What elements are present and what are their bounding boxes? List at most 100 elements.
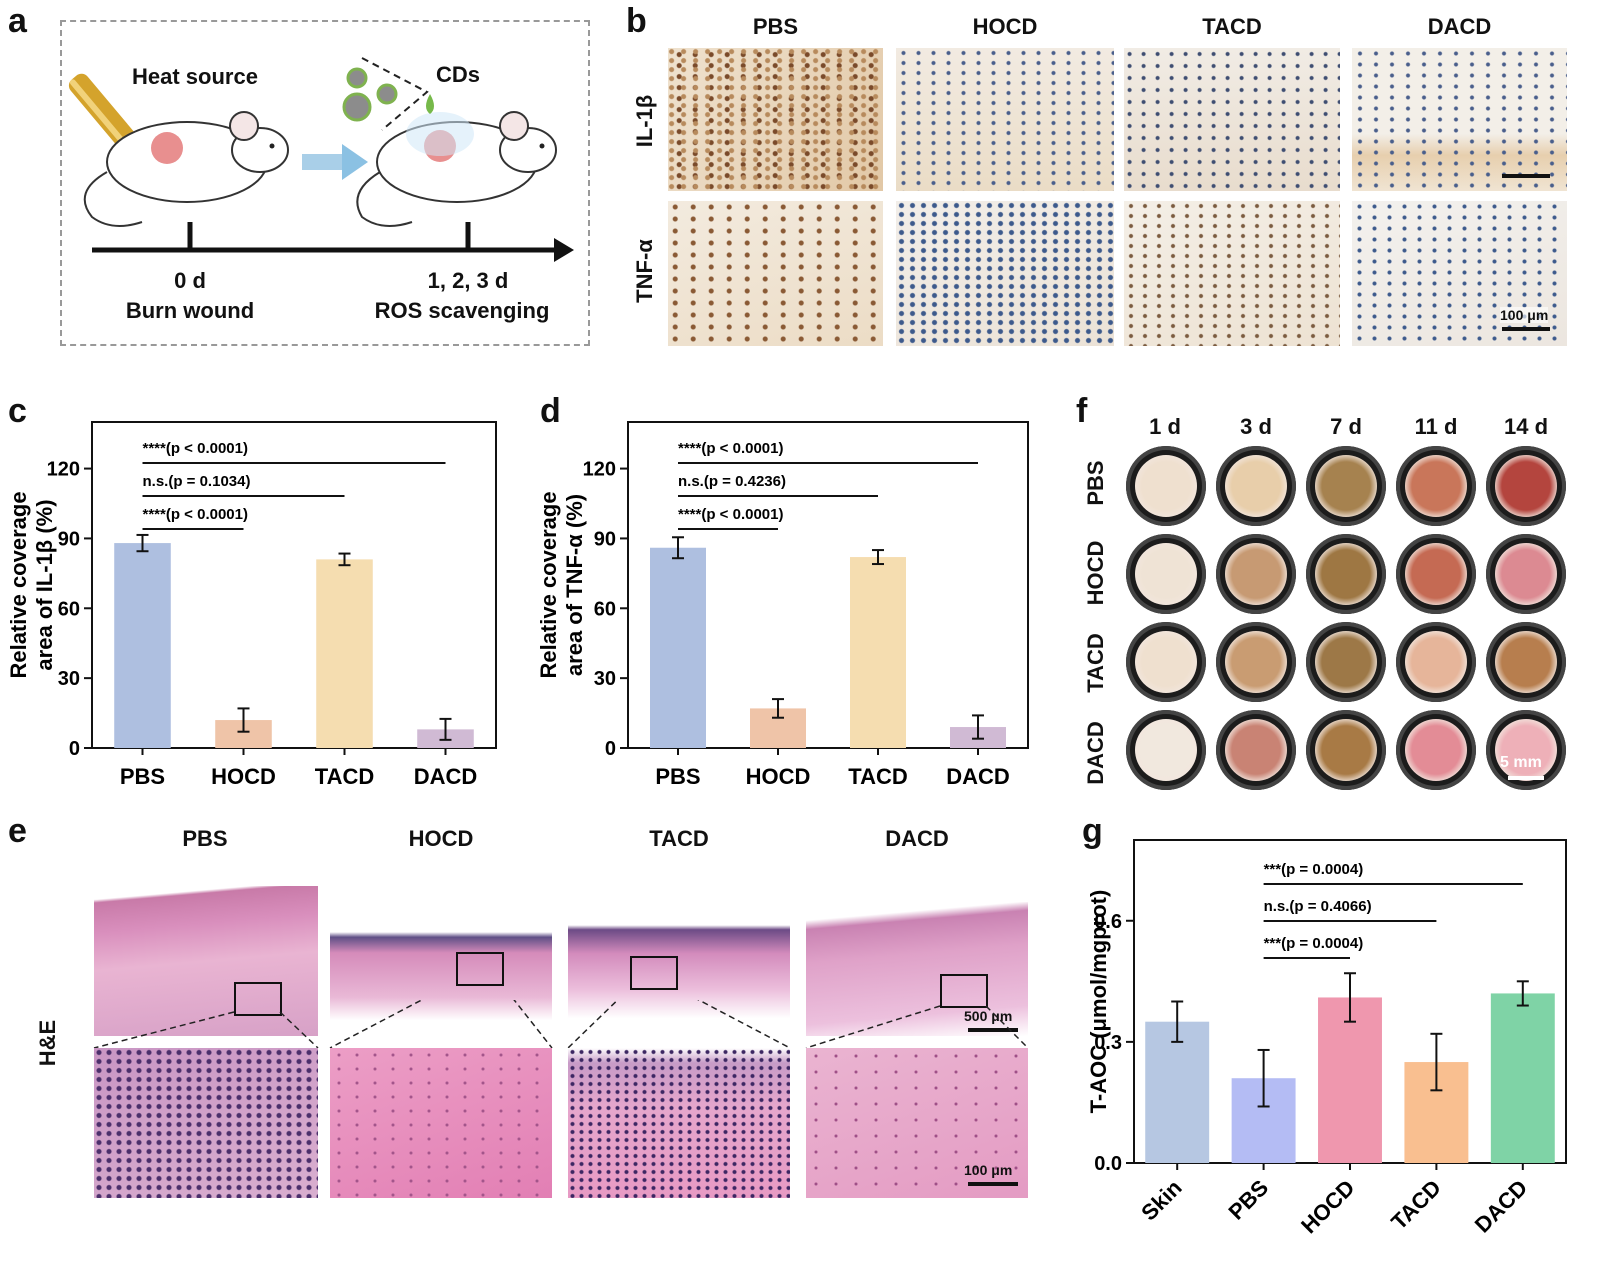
plot-frame — [91, 421, 497, 749]
y-tick-label: 90 — [58, 528, 80, 550]
ihc-il1b-tacd — [1124, 48, 1340, 191]
b-col-header-0: PBS — [752, 14, 799, 39]
cds-label: CDs — [436, 62, 481, 87]
chart-c: 0 30 60 90 120 PBS HOCD TACD DACD ****(p < 0.0001… — [6, 421, 497, 789]
y-axis-label-line2: area of TNF-α (%) — [562, 494, 587, 676]
x-tick-label: PBS — [655, 764, 700, 789]
f-row-label-0: PBS — [1083, 460, 1108, 506]
significance-label: ****(p < 0.0001) — [143, 506, 248, 523]
f-scale-bar-label: 5 mm — [1500, 754, 1542, 771]
wound-photo-r1-c3 — [1396, 534, 1476, 614]
ihc-il1b-pbs — [668, 48, 883, 191]
bar-TACD — [850, 557, 906, 748]
he-zoom-hocd — [330, 1048, 552, 1198]
b-scale-bar-label: 100 μm — [1500, 307, 1549, 323]
wound-photo-r2-c3 — [1396, 622, 1476, 702]
timepoint-0d-desc: Burn wound — [125, 298, 255, 323]
x-tick-label: PBS — [120, 764, 165, 789]
e-col-header-2: TACD — [649, 826, 709, 851]
ihc-il1b-hocd — [896, 48, 1114, 191]
wound-photo-r0-c2 — [1306, 446, 1386, 526]
ihc-tnfa-hocd — [896, 201, 1114, 346]
x-tick-label: DACD — [946, 764, 1010, 789]
f-col-header-4: 14 d — [1503, 414, 1549, 439]
f-row-label-3: DACD — [1083, 721, 1108, 785]
chart-g: 0.0 0.3 0.6 Skin PBS HOCD TACD DACD ***(p = 0.00… — [1086, 839, 1567, 1238]
significance-label: ***(p = 0.0004) — [1264, 861, 1364, 878]
x-tick-label: Skin — [1136, 1175, 1187, 1226]
f-scale-bar — [1508, 776, 1544, 780]
e-scale-top-label: 500 μm — [964, 1008, 1013, 1024]
ihc-tnfa-pbs — [668, 201, 883, 346]
y-tick-label: 30 — [58, 668, 80, 690]
wound-photo-r3-c3 — [1396, 710, 1476, 790]
wound-photo-r0-c1 — [1216, 446, 1296, 526]
y-axis-label-line1: Relative coverage — [536, 491, 561, 678]
wound-photo-r0-c4 — [1486, 446, 1566, 526]
f-row-label-2: TACD — [1083, 633, 1108, 693]
x-tick-label: TACD — [848, 764, 907, 789]
y-tick-label: 0 — [69, 738, 80, 760]
e-col-header-0: PBS — [182, 826, 228, 851]
he-overview-pbs — [94, 886, 318, 1036]
x-tick-label: TACD — [315, 764, 374, 789]
x-tick-label: TACD — [1386, 1175, 1446, 1235]
wound-photo-r0-c3 — [1396, 446, 1476, 526]
e-row-label: H&E — [35, 1019, 60, 1067]
ihc-il1b-dacd — [1352, 48, 1567, 191]
y-tick-label: 30 — [594, 668, 616, 690]
transition-arrow-icon — [302, 144, 368, 180]
significance-label: ****(p < 0.0001) — [678, 440, 783, 457]
b-col-header-1: HOCD — [972, 14, 1038, 39]
y-tick-label: 120 — [583, 459, 616, 481]
carbon-dots-icon — [342, 57, 434, 131]
bar-DACD — [1490, 993, 1555, 1163]
bar-TACD — [316, 559, 373, 748]
wound-photo-r2-c4 — [1486, 622, 1566, 702]
b-col-header-3: DACD — [1427, 14, 1492, 39]
wound-photo-r1-c0 — [1126, 534, 1206, 614]
ihc-tnfa-tacd — [1124, 201, 1340, 346]
bar-Skin — [1145, 1021, 1210, 1163]
wound-photo-r2-c1 — [1216, 622, 1296, 702]
panel-letter-f: f — [1076, 392, 1088, 430]
he-zoom-pbs — [94, 1048, 318, 1198]
f-col-header-3: 11 d — [1414, 414, 1458, 439]
b-scale-bar — [1502, 327, 1550, 331]
panel-letter-c: c — [8, 392, 27, 430]
x-tick-label: DACD — [414, 764, 478, 789]
heat-source-label: Heat source — [132, 64, 258, 89]
e-scale-bottom-label: 100 μm — [964, 1162, 1013, 1178]
x-tick-label: HOCD — [746, 764, 811, 789]
y-tick-label: 0.6 — [1094, 911, 1122, 933]
significance-label: n.s.(p = 0.4236) — [678, 473, 786, 490]
e-col-header-3: DACD — [885, 826, 949, 851]
significance-label: ****(p < 0.0001) — [678, 506, 783, 523]
bar-PBS — [650, 547, 706, 748]
y-axis-label: T-AOC (μmol/mgprot) — [1086, 890, 1111, 1114]
wound-photo-r2-c0 — [1126, 622, 1206, 702]
f-col-header-0: 1 d — [1149, 414, 1181, 439]
f-col-header-1: 3 d — [1240, 414, 1272, 439]
y-axis-label-line1: Relative coverage — [6, 491, 31, 678]
x-tick-label: HOCD — [211, 764, 276, 789]
panel-letter-b: b — [626, 2, 647, 40]
panel-letter-a: a — [8, 2, 27, 40]
wound-photo-r1-c1 — [1216, 534, 1296, 614]
timepoint-123d: 1, 2, 3 d — [427, 268, 509, 293]
b-row-label-1: TNF-α — [632, 239, 657, 303]
x-tick-label: PBS — [1223, 1175, 1273, 1225]
he-zoom-tacd — [568, 1048, 790, 1198]
x-tick-label: DACD — [1470, 1175, 1533, 1238]
x-tick-label: HOCD — [1296, 1175, 1359, 1238]
schematic-drawing — [68, 57, 574, 262]
e-scale-top-bar — [968, 1028, 1018, 1032]
wound-photo-r1-c4 — [1486, 534, 1566, 614]
panel-letter-e: e — [8, 812, 27, 850]
y-tick-label: 60 — [594, 598, 616, 620]
y-tick-label: 120 — [47, 459, 80, 481]
significance-label: n.s.(p = 0.4066) — [1264, 898, 1372, 915]
panel-letter-d: d — [540, 392, 561, 430]
y-tick-label: 90 — [594, 528, 616, 550]
wound-photo-r3-c2 — [1306, 710, 1386, 790]
